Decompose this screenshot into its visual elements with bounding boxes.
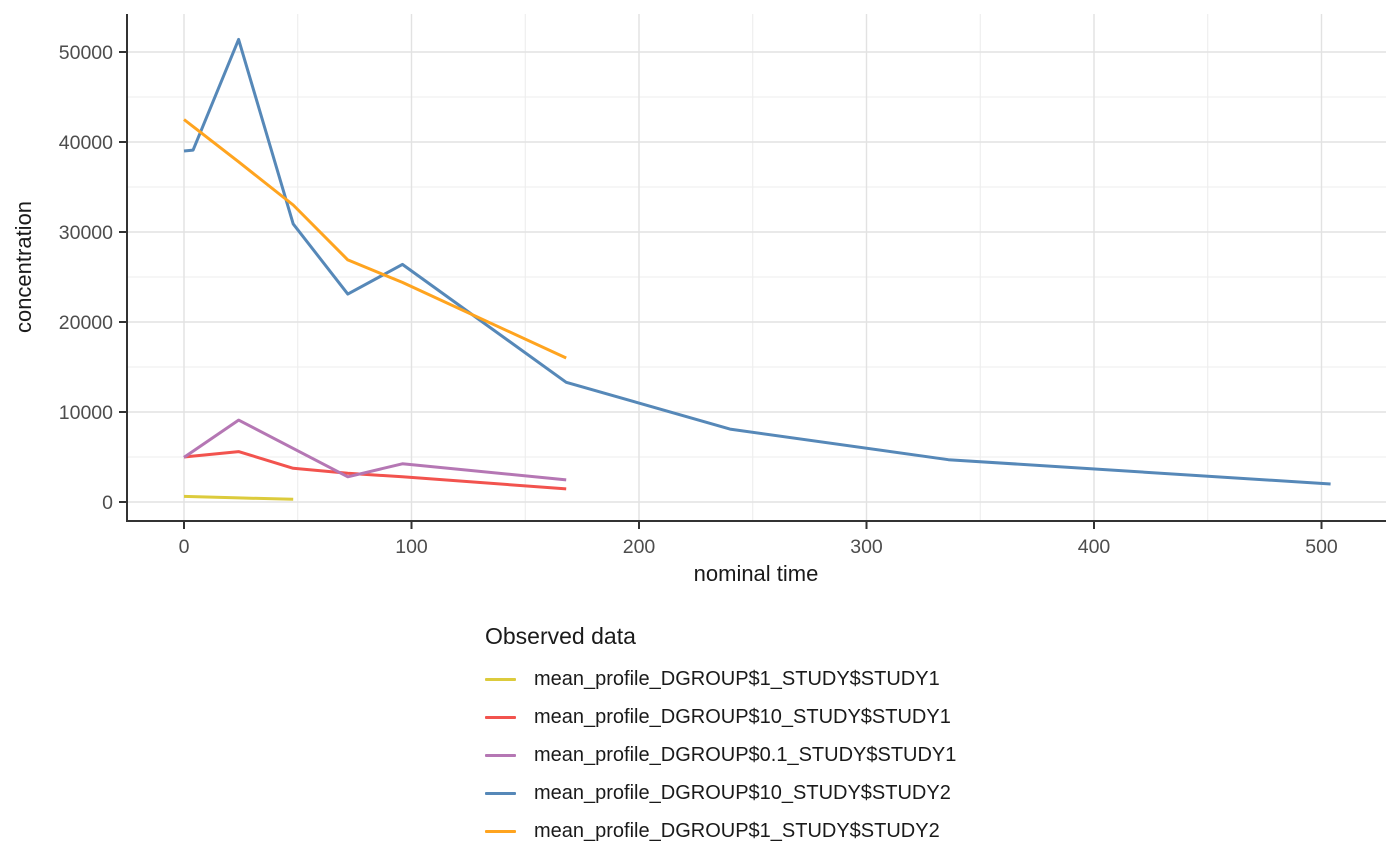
y-axis-title: concentration bbox=[11, 201, 36, 333]
legend-item-label: mean_profile_DGROUP$0.1_STUDY$STUDY1 bbox=[534, 743, 957, 766]
series-line bbox=[183, 37, 1331, 486]
x-tick-label: 200 bbox=[623, 536, 656, 558]
y-tick-label: 0 bbox=[102, 492, 113, 514]
legend-key-line bbox=[485, 677, 516, 681]
legend-item: mean_profile_DGROUP$0.1_STUDY$STUDY1 bbox=[485, 736, 956, 774]
y-tick-label: 30000 bbox=[59, 222, 113, 244]
legend-item-label: mean_profile_DGROUP$10_STUDY$STUDY2 bbox=[534, 781, 951, 804]
y-tick-label: 40000 bbox=[59, 132, 113, 154]
series-line bbox=[183, 418, 567, 482]
y-tick-label: 10000 bbox=[59, 402, 113, 424]
legend-items: mean_profile_DGROUP$1_STUDY$STUDY1 mean_p… bbox=[485, 660, 956, 850]
line-chart-plot: 0 100 200 300 400 500 0 10000 20000 30000 40000 500… bbox=[11, 14, 1386, 586]
x-axis-title: nominal time bbox=[694, 561, 819, 586]
legend-item-label: mean_profile_DGROUP$1_STUDY$STUDY2 bbox=[534, 819, 940, 842]
x-tick-label: 300 bbox=[850, 536, 883, 558]
legend-key-line bbox=[485, 715, 516, 719]
series-layer bbox=[183, 37, 1331, 501]
x-tick-label: 400 bbox=[1078, 536, 1111, 558]
legend-key-line bbox=[485, 791, 516, 795]
y-tick-label: 50000 bbox=[59, 42, 113, 64]
x-tick-label: 500 bbox=[1305, 536, 1338, 558]
x-tick-label: 0 bbox=[179, 536, 190, 558]
legend-key-line bbox=[485, 829, 516, 833]
x-tick-label: 100 bbox=[395, 536, 428, 558]
legend-title: Observed data bbox=[485, 623, 636, 649]
series-line bbox=[183, 118, 567, 360]
axis-layer: 0 100 200 300 400 500 0 10000 20000 30000 40000 500… bbox=[59, 14, 1386, 558]
legend-item: mean_profile_DGROUP$1_STUDY$STUDY2 bbox=[485, 812, 956, 850]
legend-item: mean_profile_DGROUP$1_STUDY$STUDY1 bbox=[485, 660, 956, 698]
legend: Observed data mean_profile_DGROUP$1_STUD… bbox=[485, 620, 956, 850]
legend-key-line bbox=[485, 753, 516, 757]
legend-item-label: mean_profile_DGROUP$10_STUDY$STUDY1 bbox=[534, 705, 951, 728]
series-line bbox=[183, 494, 294, 501]
legend-item: mean_profile_DGROUP$10_STUDY$STUDY2 bbox=[485, 774, 956, 812]
legend-item: mean_profile_DGROUP$10_STUDY$STUDY1 bbox=[485, 698, 956, 736]
legend-item-label: mean_profile_DGROUP$1_STUDY$STUDY1 bbox=[534, 667, 940, 690]
grid-layer bbox=[127, 14, 1386, 521]
series-line bbox=[183, 450, 567, 491]
y-tick-label: 20000 bbox=[59, 312, 113, 334]
